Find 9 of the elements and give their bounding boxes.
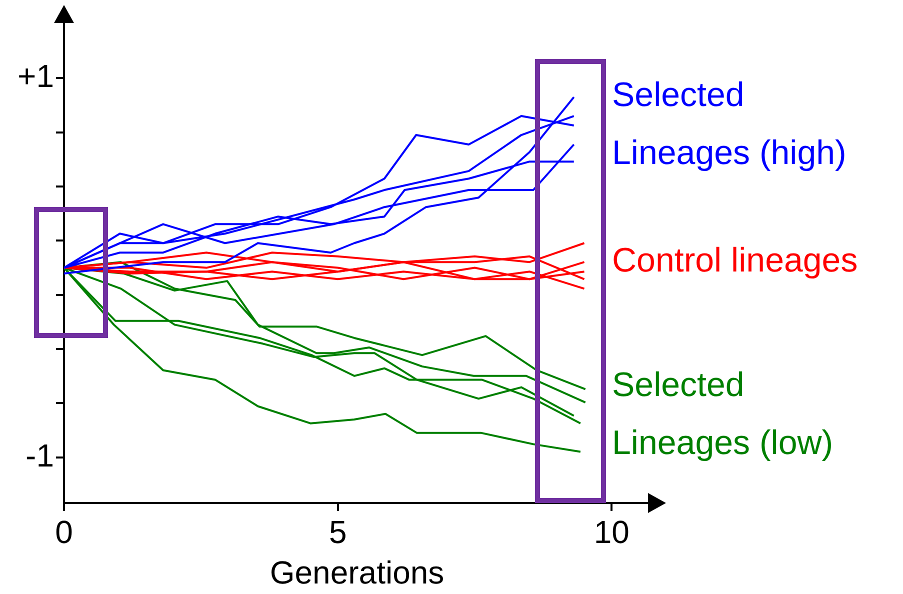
- series-label: Selected Lineages (high): [612, 76, 846, 172]
- y-tick-label: -1: [26, 437, 54, 474]
- x-tick-label: 5: [328, 514, 347, 550]
- x-tick-label: 10: [594, 514, 630, 550]
- x-axis-title: Generations: [270, 554, 444, 591]
- y-tick-label: +1: [18, 58, 54, 94]
- x-tick-label: 0: [55, 514, 73, 550]
- series-label: Selected Lineages (low): [612, 366, 834, 462]
- series-label: Control lineages: [612, 241, 858, 280]
